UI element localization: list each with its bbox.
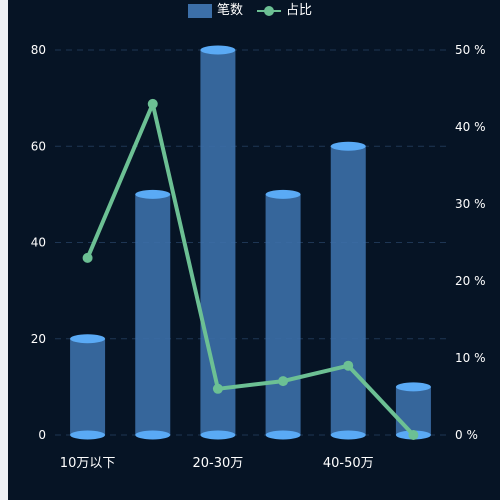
bar-base-cap (200, 430, 236, 440)
x-tick-label: 10万以下 (60, 456, 116, 471)
legend: 笔数 占比 (0, 2, 500, 20)
legend-item-ratio[interactable]: 占比 (257, 2, 312, 20)
ratio-point (212, 383, 223, 394)
ratio-point (82, 252, 93, 263)
bar-top-cap (395, 382, 431, 392)
ratio-point (147, 98, 158, 109)
legend-item-count[interactable]: 笔数 (187, 2, 243, 20)
bar (200, 50, 236, 435)
bar-base-cap (70, 430, 106, 440)
bar-base-cap (265, 430, 301, 440)
bar (395, 386, 431, 435)
y-right-tick-label: 40 % (455, 120, 486, 134)
line-series (82, 98, 419, 440)
ratio-line (85, 101, 415, 437)
bar-series (70, 45, 431, 440)
y-left-tick-label: 60 (31, 139, 46, 153)
bar-base-cap (330, 430, 366, 440)
ratio-point (278, 376, 289, 387)
legend-label-ratio: 占比 (286, 3, 313, 18)
y-right-tick-label: 0 % (455, 428, 478, 442)
y-left-tick-label: 0 (38, 428, 46, 442)
y-right-tick-label: 10 % (455, 351, 486, 365)
x-tick-label: 20-30万 (193, 456, 244, 471)
bar-top-cap (200, 45, 236, 55)
bar-top-cap (265, 189, 301, 199)
bar (70, 338, 106, 435)
y-right-tick-label: 20 % (455, 274, 486, 288)
bar-base-cap (135, 430, 171, 440)
x-tick-label: 40-50万 (323, 456, 374, 471)
legend-label-count: 笔数 (216, 3, 243, 18)
grid-lines (55, 49, 446, 436)
y-left-tick-label: 20 (31, 332, 46, 346)
bar-top-cap (330, 141, 366, 151)
y-left-tick-label: 40 (31, 236, 46, 250)
line-legend-swatch (257, 4, 281, 18)
bar-top-cap (135, 189, 171, 199)
y-left-tick-label: 80 (31, 43, 46, 57)
bar (265, 194, 301, 435)
y-right-tick-label: 30 % (455, 197, 486, 211)
y-right-tick-label: 50 % (455, 43, 486, 57)
bar-top-cap (70, 334, 106, 344)
bar (135, 194, 171, 435)
axis-labels: 0 20 40 60 80 0 % 10 % 20 % 30 % 40 % 50 % 10万以下 20-… (31, 43, 486, 471)
bar (330, 146, 366, 435)
ratio-point (343, 360, 354, 371)
bar-legend-swatch (187, 4, 212, 18)
left-edge-strip (0, 0, 8, 500)
ratio-point (408, 430, 419, 440)
